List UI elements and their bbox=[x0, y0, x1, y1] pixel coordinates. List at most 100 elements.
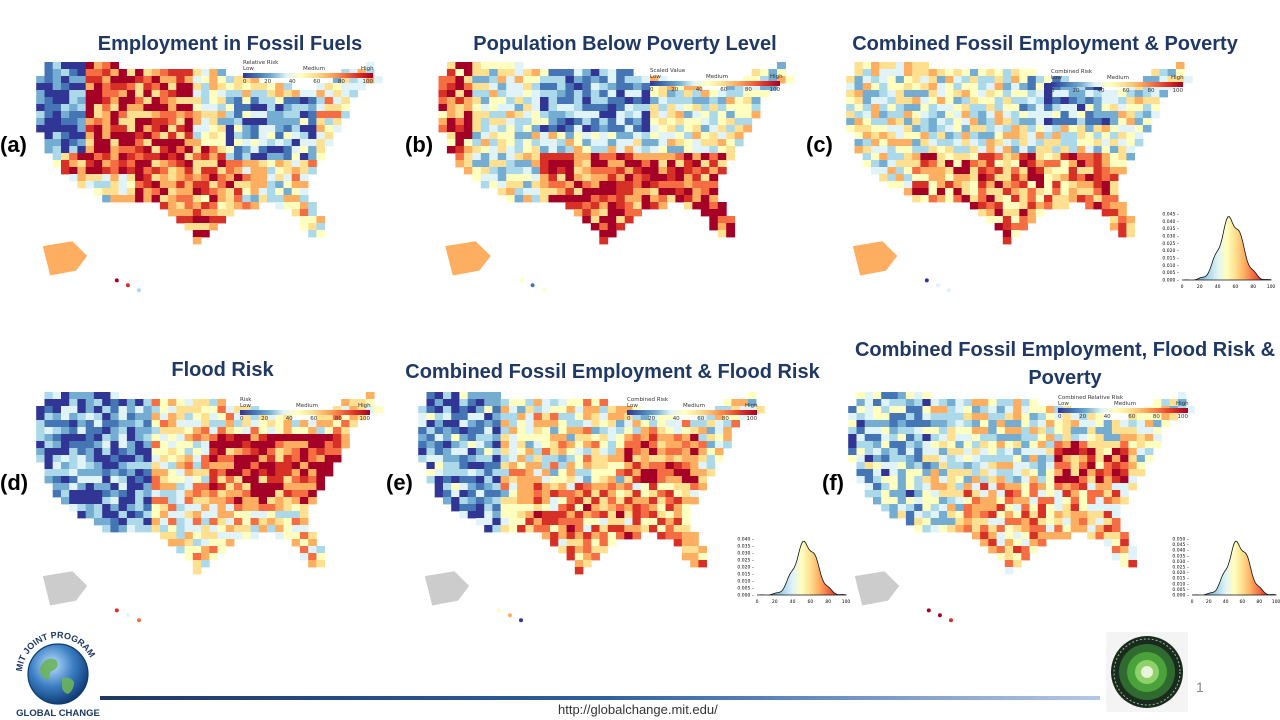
county-cell bbox=[969, 146, 979, 154]
county-cell bbox=[126, 195, 136, 203]
county-cell bbox=[895, 174, 905, 182]
county-cell bbox=[1103, 511, 1113, 519]
county-cell bbox=[69, 76, 78, 84]
county-cell bbox=[953, 188, 962, 196]
county-cell bbox=[484, 448, 493, 456]
county-cell bbox=[225, 434, 235, 442]
county-cell bbox=[44, 125, 54, 133]
county-cell bbox=[938, 399, 948, 407]
county-cell bbox=[566, 504, 576, 512]
county-cell bbox=[583, 518, 592, 526]
county-cell bbox=[700, 202, 710, 210]
county-cell bbox=[743, 90, 753, 98]
county-cell bbox=[118, 118, 128, 126]
county-cell bbox=[234, 153, 243, 161]
county-cell bbox=[250, 476, 260, 484]
county-cell bbox=[192, 69, 202, 77]
county-cell bbox=[492, 441, 501, 449]
county-cell bbox=[126, 462, 136, 470]
county-cell bbox=[426, 469, 436, 477]
county-cell bbox=[1101, 160, 1111, 168]
footer-url[interactable]: http://globalchange.mit.edu/ bbox=[558, 702, 718, 717]
county-cell bbox=[61, 392, 70, 400]
county-cell bbox=[291, 511, 301, 519]
county-cell bbox=[1068, 132, 1078, 140]
county-cell bbox=[599, 448, 609, 456]
density-y-tick: 0.015 – bbox=[1162, 256, 1179, 262]
county-cell bbox=[986, 76, 995, 84]
county-cell bbox=[308, 441, 317, 449]
county-cell bbox=[316, 553, 325, 561]
county-cell bbox=[1128, 483, 1137, 491]
county-cell bbox=[978, 202, 987, 210]
county-cell bbox=[489, 174, 499, 182]
county-cell bbox=[887, 139, 896, 147]
county-cell bbox=[506, 62, 516, 70]
county-cell bbox=[1111, 448, 1121, 456]
county-cell bbox=[291, 532, 301, 540]
county-cell bbox=[324, 90, 334, 98]
county-cell bbox=[846, 111, 855, 119]
county-cell bbox=[1044, 195, 1053, 203]
county-cell bbox=[734, 118, 744, 126]
county-cell bbox=[1070, 511, 1080, 519]
county-cell bbox=[667, 104, 676, 112]
county-cell bbox=[489, 160, 499, 168]
county-cell bbox=[963, 490, 973, 498]
county-cell bbox=[1013, 546, 1022, 554]
county-cell bbox=[455, 90, 465, 98]
county-cell bbox=[52, 160, 62, 168]
county-cell bbox=[517, 483, 526, 491]
county-cell bbox=[667, 139, 676, 147]
county-cell bbox=[624, 76, 634, 84]
county-cell bbox=[1044, 118, 1053, 126]
county-cell bbox=[85, 469, 95, 477]
county-cell bbox=[591, 420, 600, 428]
county-cell bbox=[871, 132, 880, 140]
county-cell bbox=[1002, 237, 1012, 245]
county-cell bbox=[85, 497, 95, 505]
county-cell bbox=[283, 174, 293, 182]
county-cell bbox=[523, 188, 532, 196]
county-cell bbox=[44, 462, 54, 470]
county-cell bbox=[258, 195, 268, 203]
county-cell bbox=[176, 160, 185, 168]
county-cell bbox=[903, 167, 913, 175]
county-cell bbox=[558, 427, 567, 435]
county-cell bbox=[1011, 188, 1020, 196]
county-cell bbox=[1004, 532, 1014, 540]
county-cell bbox=[920, 104, 929, 112]
county-cell bbox=[649, 504, 658, 512]
county-cell bbox=[184, 90, 194, 98]
county-cell bbox=[936, 174, 946, 182]
county-cell bbox=[920, 167, 929, 175]
county-cell bbox=[988, 511, 997, 519]
county-cell bbox=[591, 518, 600, 526]
county-cell bbox=[1035, 104, 1045, 112]
county-cell bbox=[168, 483, 177, 491]
county-cell bbox=[953, 76, 962, 84]
county-cell bbox=[986, 83, 995, 91]
county-cell bbox=[658, 195, 668, 203]
county-cell bbox=[283, 90, 293, 98]
county-cell bbox=[591, 413, 600, 421]
county-cell bbox=[1011, 223, 1020, 231]
county-cell bbox=[658, 111, 668, 119]
county-cell bbox=[996, 476, 1006, 484]
county-cell bbox=[151, 399, 161, 407]
county-cell bbox=[102, 139, 111, 147]
county-cell bbox=[459, 497, 468, 505]
county-cell bbox=[291, 483, 301, 491]
county-cell bbox=[61, 462, 70, 470]
county-cell bbox=[624, 455, 633, 463]
county-cell bbox=[1019, 97, 1028, 105]
county-cell bbox=[657, 413, 666, 421]
county-cell bbox=[986, 181, 995, 189]
county-cell bbox=[299, 497, 309, 505]
county-cell bbox=[641, 76, 651, 84]
county-cell bbox=[217, 153, 227, 161]
county-cell bbox=[978, 139, 987, 147]
county-cell bbox=[225, 406, 235, 414]
county-cell bbox=[201, 76, 210, 84]
county-cell bbox=[599, 195, 609, 203]
